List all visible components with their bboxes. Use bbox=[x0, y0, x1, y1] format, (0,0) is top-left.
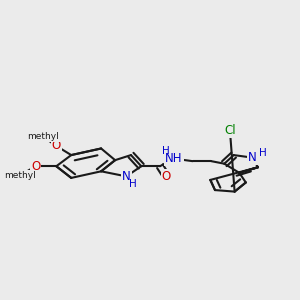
Text: H: H bbox=[128, 179, 136, 189]
Text: H: H bbox=[162, 146, 170, 156]
Text: N: N bbox=[248, 151, 257, 164]
Text: O: O bbox=[31, 160, 40, 173]
Text: methyl: methyl bbox=[27, 132, 59, 141]
Text: O: O bbox=[52, 140, 61, 152]
Text: H: H bbox=[259, 148, 267, 158]
Text: NH: NH bbox=[165, 152, 183, 165]
Text: N: N bbox=[122, 170, 131, 183]
Text: Cl: Cl bbox=[224, 124, 236, 137]
Text: O: O bbox=[162, 170, 171, 183]
Text: methyl: methyl bbox=[4, 171, 36, 180]
